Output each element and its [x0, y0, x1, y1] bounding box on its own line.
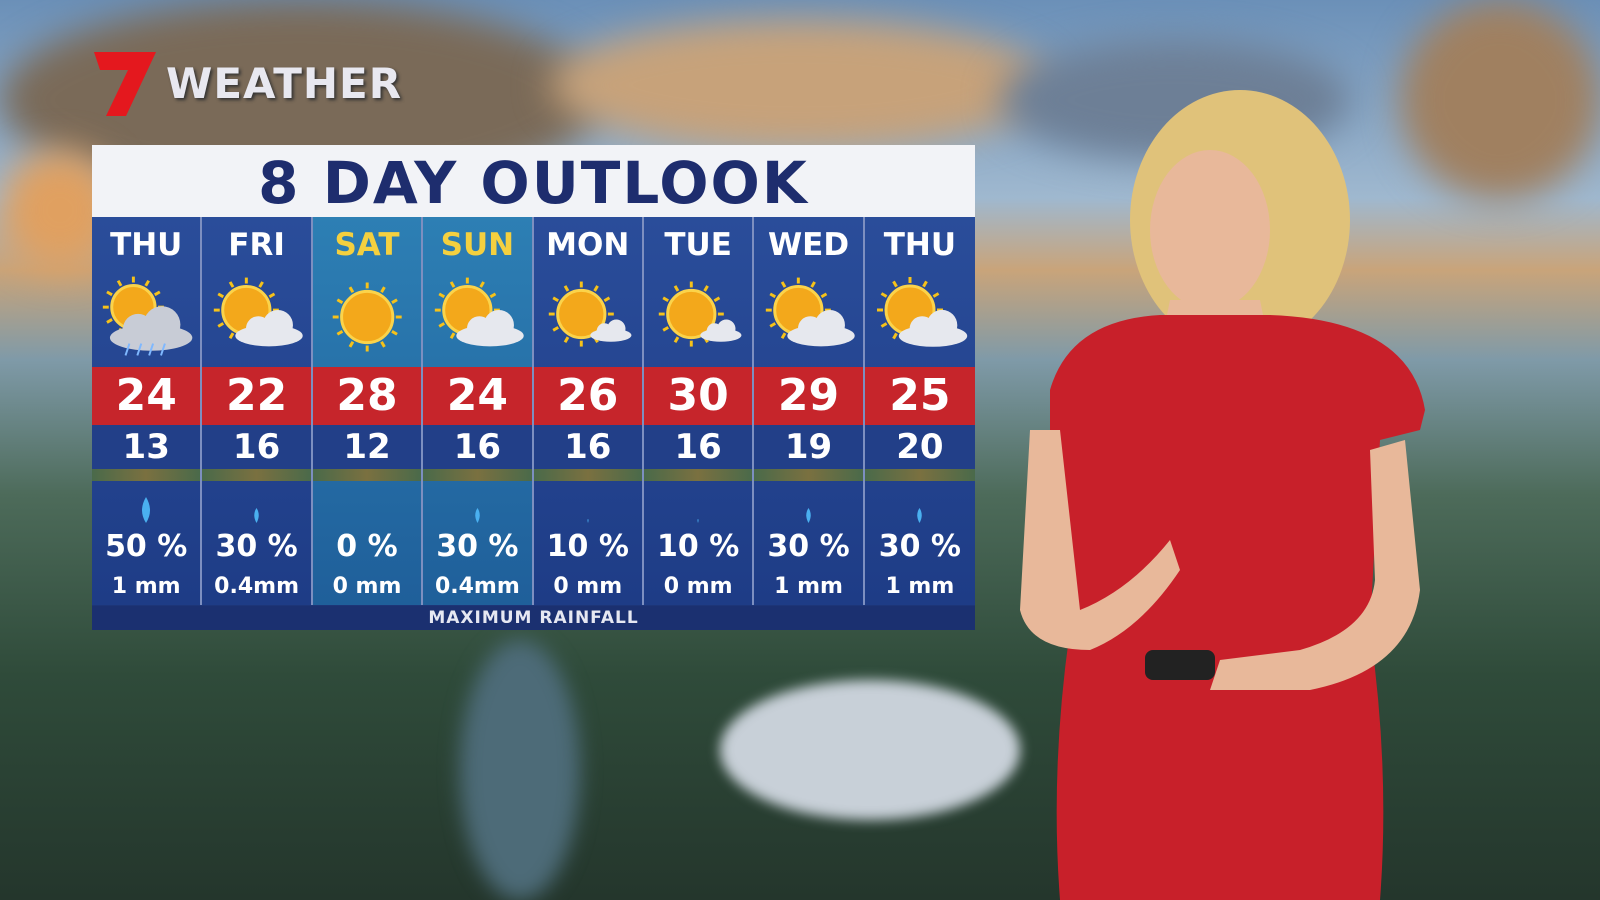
raindrop-icon — [585, 481, 591, 525]
rain-amount: 0 mm — [553, 574, 623, 599]
presenter — [1020, 90, 1425, 900]
rain-chance: 30 % — [436, 529, 519, 564]
footer-label: MAXIMUM RAINFALL — [92, 606, 975, 630]
sun-cloud-icon — [202, 267, 310, 367]
min-temp: 12 — [312, 425, 422, 469]
divider — [864, 469, 975, 481]
day-column: THU 24 13 50 % 1 mm — [92, 217, 203, 605]
rain-amount: 0.4mm — [434, 574, 520, 599]
raindrop-icon — [913, 481, 926, 525]
day-column: WED 29 19 30 % 1 mm — [754, 217, 865, 605]
rain-chance: 0 % — [336, 529, 398, 564]
max-temp: 29 — [754, 367, 863, 425]
day-column: THU 25 20 30 % 1 mm — [864, 217, 975, 605]
day-label: TUE — [664, 227, 732, 263]
divider — [312, 469, 422, 481]
rain-chance: 10 % — [657, 529, 740, 564]
river — [460, 640, 580, 900]
min-temp: 16 — [533, 425, 642, 469]
day-label: THU — [883, 227, 956, 263]
sun-cloud-icon — [865, 267, 975, 367]
rain-chance: 50 % — [105, 529, 188, 564]
divider — [202, 469, 311, 481]
rain-amount: 1 mm — [774, 574, 843, 599]
outlook-board: 8 DAY OUTLOOK THU 24 13 50 % 1 mm FRI 22 … — [92, 145, 975, 630]
sun-cloud-icon — [423, 267, 531, 367]
min-temp: 16 — [643, 425, 753, 469]
day-column: SAT 28 12 0 % 0 mm — [312, 217, 424, 605]
rain-amount: 0 mm — [332, 574, 402, 599]
day-label: MON — [546, 227, 630, 263]
divider — [423, 469, 532, 481]
min-temp: 20 — [864, 425, 975, 469]
raindrop-icon — [471, 481, 484, 525]
min-temp: 16 — [423, 425, 532, 469]
sun-cloud-icon — [754, 267, 862, 367]
rain-amount: 0.4mm — [214, 574, 299, 599]
day-label: WED — [767, 227, 850, 263]
max-temp: 22 — [202, 367, 311, 425]
board-title: 8 DAY OUTLOOK — [92, 145, 975, 217]
day-label: SAT — [334, 227, 400, 263]
rain-chance: 30 % — [878, 529, 961, 564]
divider — [643, 469, 753, 481]
max-temp: 30 — [643, 367, 753, 425]
day-column: FRI 22 16 30 % 0.4mm — [202, 217, 313, 605]
sun-small-cloud-icon — [534, 267, 642, 367]
day-column: SUN 24 16 30 % 0.4mm — [423, 217, 534, 605]
stadium — [720, 680, 1020, 820]
divider — [92, 469, 201, 481]
day-column: MON 26 16 10 % 0 mm — [533, 217, 644, 605]
day-label: FRI — [228, 227, 285, 263]
divider — [533, 469, 642, 481]
logo-text: WEATHER — [166, 58, 403, 108]
divider — [754, 469, 863, 481]
min-temp: 19 — [754, 425, 863, 469]
day-label: THU — [110, 227, 183, 263]
rain-amount: 1 mm — [111, 574, 181, 599]
sun-small-cloud-icon — [644, 267, 752, 367]
sun-cloud-showers-icon — [92, 267, 200, 367]
day-column: TUE 30 16 10 % 0 mm — [643, 217, 755, 605]
day-label: SUN — [440, 227, 515, 263]
min-temp: 16 — [202, 425, 311, 469]
rain-chance: 30 % — [215, 529, 298, 564]
rain-amount: 0 mm — [663, 574, 733, 599]
raindrop-icon — [695, 481, 701, 525]
max-temp: 24 — [92, 367, 201, 425]
min-temp: 13 — [92, 425, 201, 469]
raindrop-icon — [136, 481, 156, 525]
raindrop-icon — [802, 481, 815, 525]
max-temp: 25 — [864, 367, 975, 425]
seven-logo-icon — [92, 48, 158, 118]
rain-amount: 1 mm — [885, 574, 955, 599]
max-temp: 28 — [312, 367, 422, 425]
seven-weather-logo: WEATHER — [92, 48, 402, 118]
raindrop-icon — [250, 481, 263, 525]
rain-chance: 30 % — [767, 529, 850, 564]
sun-icon — [313, 267, 421, 367]
max-temp: 24 — [423, 367, 532, 425]
rain-chance: 10 % — [546, 529, 629, 564]
max-temp: 26 — [533, 367, 642, 425]
